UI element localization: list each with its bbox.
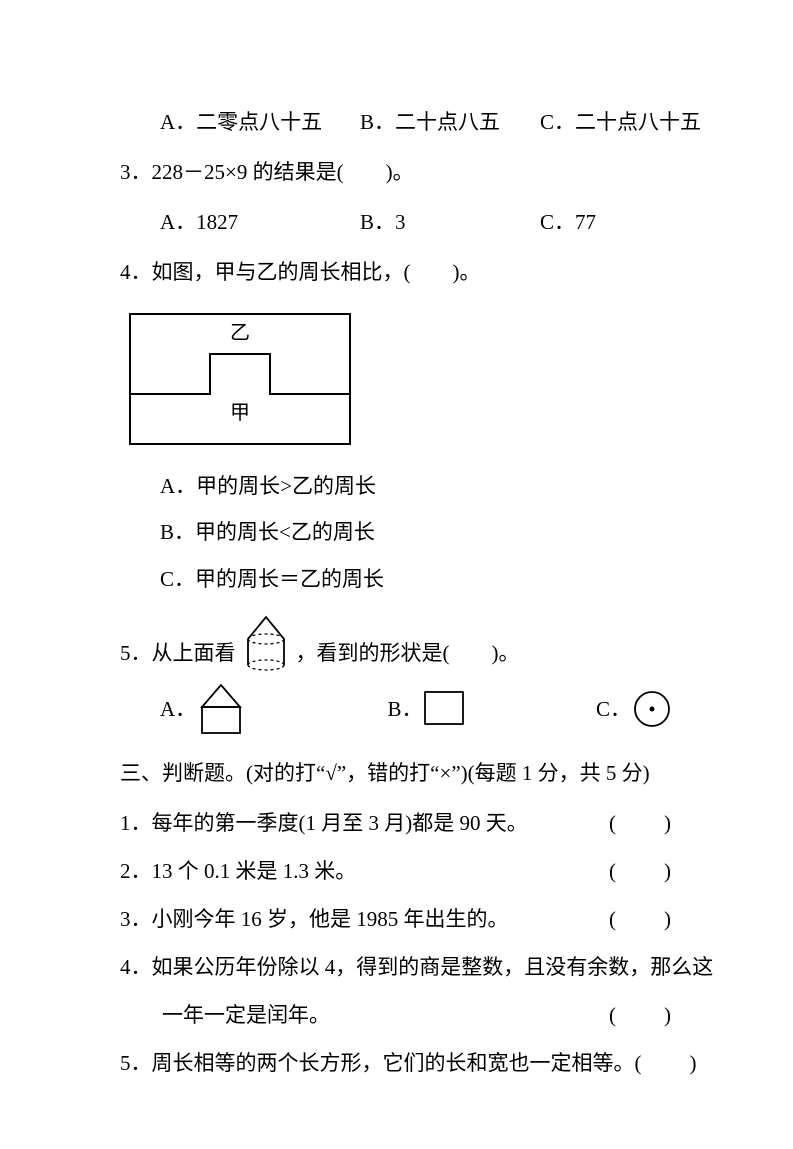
judge-item-3: 3．小刚今年 16 岁，他是 1985 年出生的。 ( ) (120, 897, 673, 941)
house-shape-icon (196, 681, 246, 737)
q3-stem: 3．228－25×9 的结果是( )。 (120, 150, 673, 194)
q5-option-a: A． (160, 681, 387, 737)
q5-option-b: B． (387, 687, 596, 731)
q5-stem: 5．从上面看 ，看到的形状是( )。 (120, 613, 673, 675)
q2-option-a: A．二零点八十五 (160, 100, 360, 144)
judge-item-4a: 4．如果公历年份除以 4，得到的商是整数，且没有余数，那么这 (120, 945, 673, 989)
judge-item-4b: 一年一定是闰年。 ( ) (120, 993, 673, 1037)
q2-option-b: B．二十点八五 (360, 100, 540, 144)
q4-option-a: A．甲的周长>乙的周长 (120, 464, 673, 508)
q2-options: A．二零点八十五 B．二十点八五 C．二十点八十五 (120, 100, 673, 144)
cone-on-cylinder-icon (236, 613, 296, 675)
q3-option-a: A．1827 (160, 200, 360, 244)
q3-option-c: C．77 (540, 200, 596, 244)
judge-item-2: 2．13 个 0.1 米是 1.3 米。 ( ) (120, 849, 673, 893)
q5-suffix: ，看到的形状是( )。 (296, 631, 520, 675)
q4-option-c: C．甲的周长＝乙的周长 (120, 557, 673, 601)
q4-stem: 4．如图，甲与乙的周长相比，( )。 (120, 250, 673, 294)
fig-label-top: 乙 (230, 322, 250, 344)
circle-dot-icon (631, 688, 673, 730)
fig-label-bottom: 甲 (230, 402, 250, 424)
judge-item-5: 5．周长相等的两个长方形，它们的长和宽也一定相等。 ( ) (120, 1041, 673, 1085)
q3-options: A．1827 B．3 C．77 (120, 200, 673, 244)
q3-option-b: B．3 (360, 200, 540, 244)
q4-option-b: B．甲的周长<乙的周长 (120, 510, 673, 554)
q5-option-c: C． (596, 687, 673, 731)
q2-option-c: C．二十点八十五 (540, 100, 701, 144)
q5-options: A． B． C． (120, 681, 673, 737)
section3-title: 三、判断题。(对的打“√”，错的打“×”)(每题 1 分，共 5 分) (120, 751, 673, 795)
judge-item-1: 1．每年的第一季度(1 月至 3 月)都是 90 天。 ( ) (120, 801, 673, 845)
square-icon (422, 689, 466, 729)
q5-prefix: 5．从上面看 (120, 631, 236, 675)
q4-figure: 乙 甲 (120, 304, 673, 454)
